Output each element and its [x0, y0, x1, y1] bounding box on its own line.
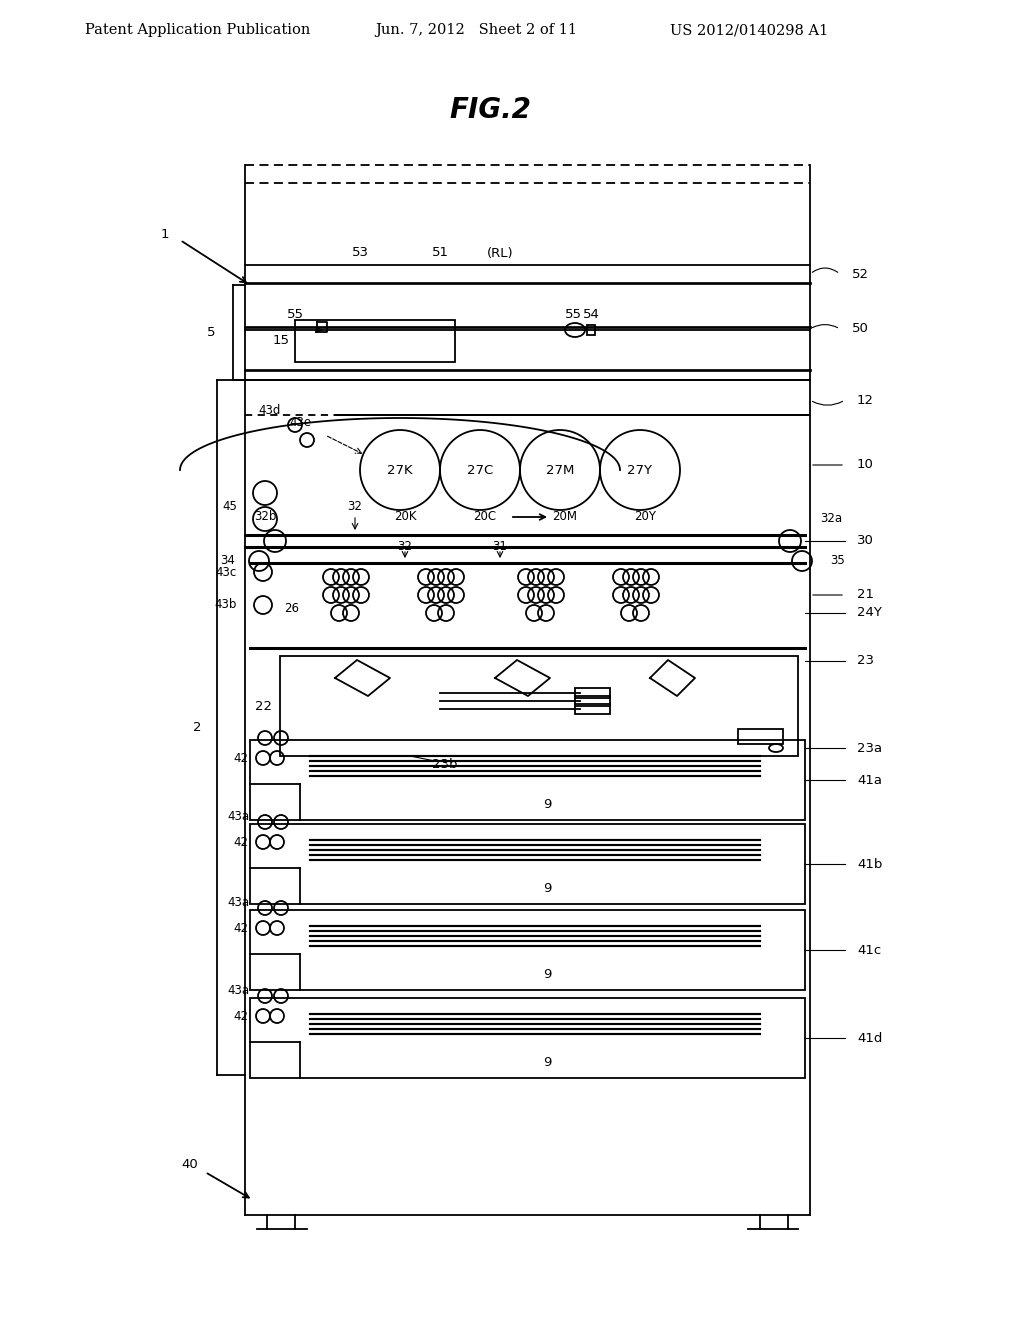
Bar: [575, 704, 610, 714]
Text: 32: 32: [397, 540, 413, 553]
Text: FIG.2: FIG.2: [450, 96, 530, 124]
Text: 32a: 32a: [820, 512, 842, 525]
Text: Jun. 7, 2012   Sheet 2 of 11: Jun. 7, 2012 Sheet 2 of 11: [375, 22, 577, 37]
Text: 43b: 43b: [215, 598, 237, 611]
Text: 26: 26: [285, 602, 299, 615]
Text: 30: 30: [857, 535, 873, 548]
Bar: [575, 696, 610, 706]
Text: 9: 9: [544, 883, 552, 895]
Text: 10: 10: [857, 458, 873, 471]
Text: 23: 23: [857, 655, 874, 668]
Bar: [250, 998, 805, 1078]
Text: 41c: 41c: [857, 944, 882, 957]
Text: 20Y: 20Y: [634, 511, 656, 524]
Text: 22: 22: [255, 700, 272, 713]
Text: 43d: 43d: [259, 404, 282, 417]
Text: 9: 9: [544, 799, 552, 812]
Text: 21: 21: [857, 589, 874, 602]
Text: 20C: 20C: [473, 511, 497, 524]
Text: 31: 31: [493, 540, 508, 553]
Text: 51: 51: [431, 247, 449, 260]
Text: 27K: 27K: [387, 463, 413, 477]
Text: 41d: 41d: [857, 1031, 883, 1044]
Text: 32b: 32b: [254, 511, 276, 524]
Text: (RL): (RL): [486, 247, 513, 260]
Text: 55: 55: [564, 308, 582, 321]
Text: 23a: 23a: [857, 742, 882, 755]
Text: 24Y: 24Y: [857, 606, 882, 619]
Bar: [250, 909, 805, 990]
Text: 45: 45: [222, 499, 237, 512]
Bar: [295, 319, 455, 362]
Text: 34: 34: [220, 554, 234, 568]
Bar: [250, 741, 805, 820]
Text: 41a: 41a: [857, 774, 882, 787]
Text: 50: 50: [852, 322, 869, 335]
Text: 1: 1: [161, 228, 169, 242]
Text: 42: 42: [233, 836, 248, 849]
Text: 40: 40: [181, 1159, 199, 1172]
Text: 53: 53: [351, 247, 369, 260]
Text: 23b: 23b: [432, 759, 458, 771]
Text: 55: 55: [287, 308, 303, 321]
Text: 27Y: 27Y: [628, 463, 652, 477]
Text: 20M: 20M: [553, 511, 578, 524]
Bar: [587, 325, 595, 335]
Text: 43a: 43a: [228, 896, 250, 909]
Text: 42: 42: [233, 751, 248, 764]
Text: 9: 9: [544, 1056, 552, 1069]
Text: 41b: 41b: [857, 858, 883, 870]
Bar: [280, 656, 798, 756]
Bar: [250, 824, 805, 904]
Text: 27C: 27C: [467, 463, 494, 477]
Text: Patent Application Publication: Patent Application Publication: [85, 22, 310, 37]
Text: 43a: 43a: [228, 810, 250, 824]
Text: 54: 54: [583, 308, 599, 321]
Text: 35: 35: [830, 554, 845, 568]
Text: 42: 42: [233, 921, 248, 935]
Text: 32: 32: [347, 500, 362, 513]
Bar: [738, 729, 783, 744]
Text: 5: 5: [207, 326, 215, 339]
Text: 43e: 43e: [289, 416, 311, 429]
Text: 27M: 27M: [546, 463, 574, 477]
Text: 2: 2: [193, 721, 202, 734]
Bar: [575, 688, 610, 698]
Text: 9: 9: [544, 969, 552, 982]
Text: 12: 12: [857, 393, 874, 407]
Text: 52: 52: [852, 268, 869, 281]
Text: US 2012/0140298 A1: US 2012/0140298 A1: [670, 22, 828, 37]
Text: 43c: 43c: [216, 565, 237, 578]
Text: 20K: 20K: [394, 511, 416, 524]
Text: 42: 42: [233, 1010, 248, 1023]
Text: 43a: 43a: [228, 985, 250, 998]
Text: 15: 15: [273, 334, 290, 347]
